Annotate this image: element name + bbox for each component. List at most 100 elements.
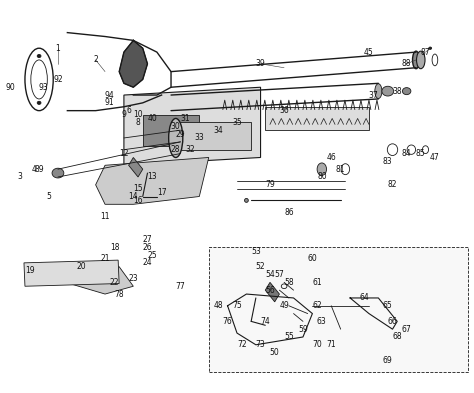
Text: 16: 16: [133, 196, 143, 205]
Text: 45: 45: [364, 48, 374, 57]
Text: 21: 21: [100, 254, 110, 263]
Text: 1: 1: [55, 44, 60, 53]
Text: 38: 38: [392, 86, 402, 95]
Text: 70: 70: [312, 340, 322, 349]
Text: 27: 27: [143, 235, 152, 244]
Bar: [143, 114, 199, 146]
Text: 19: 19: [25, 266, 35, 275]
Text: 73: 73: [255, 340, 265, 349]
Text: 4: 4: [32, 165, 37, 174]
Text: 57: 57: [274, 270, 284, 279]
Ellipse shape: [37, 101, 41, 105]
Text: 28: 28: [171, 145, 181, 154]
Text: 29: 29: [176, 130, 185, 139]
Text: 68: 68: [392, 332, 402, 342]
Text: 22: 22: [110, 278, 119, 287]
Text: 24: 24: [143, 258, 152, 267]
Text: 39: 39: [255, 59, 265, 68]
Ellipse shape: [417, 51, 425, 69]
Text: 90: 90: [6, 83, 16, 92]
Text: 62: 62: [312, 301, 322, 310]
Bar: [265, 107, 369, 130]
Text: 88: 88: [402, 59, 411, 68]
Text: 81: 81: [336, 165, 346, 174]
Polygon shape: [265, 282, 279, 302]
Text: 84: 84: [402, 149, 411, 158]
Polygon shape: [124, 87, 261, 165]
Text: 31: 31: [180, 114, 190, 123]
Text: 34: 34: [213, 126, 223, 135]
Text: 60: 60: [308, 254, 317, 263]
Text: 59: 59: [298, 325, 308, 334]
Bar: [181, 122, 251, 150]
Text: 11: 11: [100, 211, 110, 220]
Text: 12: 12: [119, 149, 128, 158]
Text: 26: 26: [143, 243, 152, 252]
Text: 67: 67: [402, 325, 411, 334]
Text: 69: 69: [383, 356, 392, 365]
Text: 80: 80: [317, 173, 327, 182]
Text: 33: 33: [194, 134, 204, 143]
Text: 55: 55: [284, 332, 294, 342]
Text: 2: 2: [93, 55, 98, 64]
Text: 40: 40: [147, 114, 157, 123]
Text: 23: 23: [128, 274, 138, 283]
Text: 15: 15: [133, 184, 143, 193]
Text: 83: 83: [383, 157, 392, 166]
Text: 37: 37: [369, 90, 379, 99]
Ellipse shape: [317, 163, 327, 175]
Text: 3: 3: [18, 173, 23, 182]
Text: 20: 20: [77, 262, 86, 271]
Text: 77: 77: [175, 282, 185, 291]
Text: 76: 76: [223, 317, 232, 326]
Text: 91: 91: [105, 98, 115, 107]
Text: 48: 48: [213, 301, 223, 310]
Text: 18: 18: [110, 243, 119, 252]
Text: 54: 54: [265, 270, 275, 279]
Text: 32: 32: [185, 145, 195, 154]
Ellipse shape: [412, 51, 419, 69]
Text: 63: 63: [317, 317, 327, 326]
Text: 13: 13: [147, 173, 157, 182]
Text: 17: 17: [157, 188, 166, 197]
Text: 93: 93: [39, 83, 49, 92]
Text: 10: 10: [133, 110, 143, 119]
Text: 74: 74: [260, 317, 270, 326]
Text: 8: 8: [136, 118, 140, 127]
Text: 49: 49: [279, 301, 289, 310]
Text: 61: 61: [312, 278, 322, 287]
Polygon shape: [128, 158, 143, 177]
Text: 35: 35: [232, 118, 242, 127]
Text: 47: 47: [430, 153, 440, 162]
Text: 94: 94: [105, 90, 115, 99]
Text: 78: 78: [114, 290, 124, 299]
Ellipse shape: [169, 118, 183, 158]
Ellipse shape: [245, 198, 248, 202]
Ellipse shape: [382, 86, 394, 96]
Bar: [24, 260, 119, 286]
Ellipse shape: [402, 88, 411, 95]
Text: 71: 71: [327, 340, 336, 349]
Text: 72: 72: [237, 340, 246, 349]
Text: 9: 9: [121, 110, 127, 119]
Text: 30: 30: [171, 122, 181, 131]
Text: 87: 87: [421, 48, 430, 57]
Ellipse shape: [37, 55, 41, 58]
Text: 50: 50: [270, 348, 280, 357]
Text: 36: 36: [279, 106, 289, 115]
Text: 53: 53: [251, 247, 261, 255]
Polygon shape: [119, 40, 147, 87]
Polygon shape: [39, 267, 133, 294]
Polygon shape: [96, 158, 209, 204]
Text: 86: 86: [284, 208, 294, 217]
Ellipse shape: [375, 84, 382, 99]
Text: 5: 5: [46, 192, 51, 201]
Text: 52: 52: [256, 262, 265, 271]
Ellipse shape: [429, 47, 432, 50]
Text: 58: 58: [284, 278, 294, 287]
Text: 79: 79: [265, 180, 275, 189]
Text: 6: 6: [126, 106, 131, 115]
Text: 85: 85: [416, 149, 426, 158]
Ellipse shape: [52, 168, 64, 178]
Text: 82: 82: [388, 180, 397, 189]
